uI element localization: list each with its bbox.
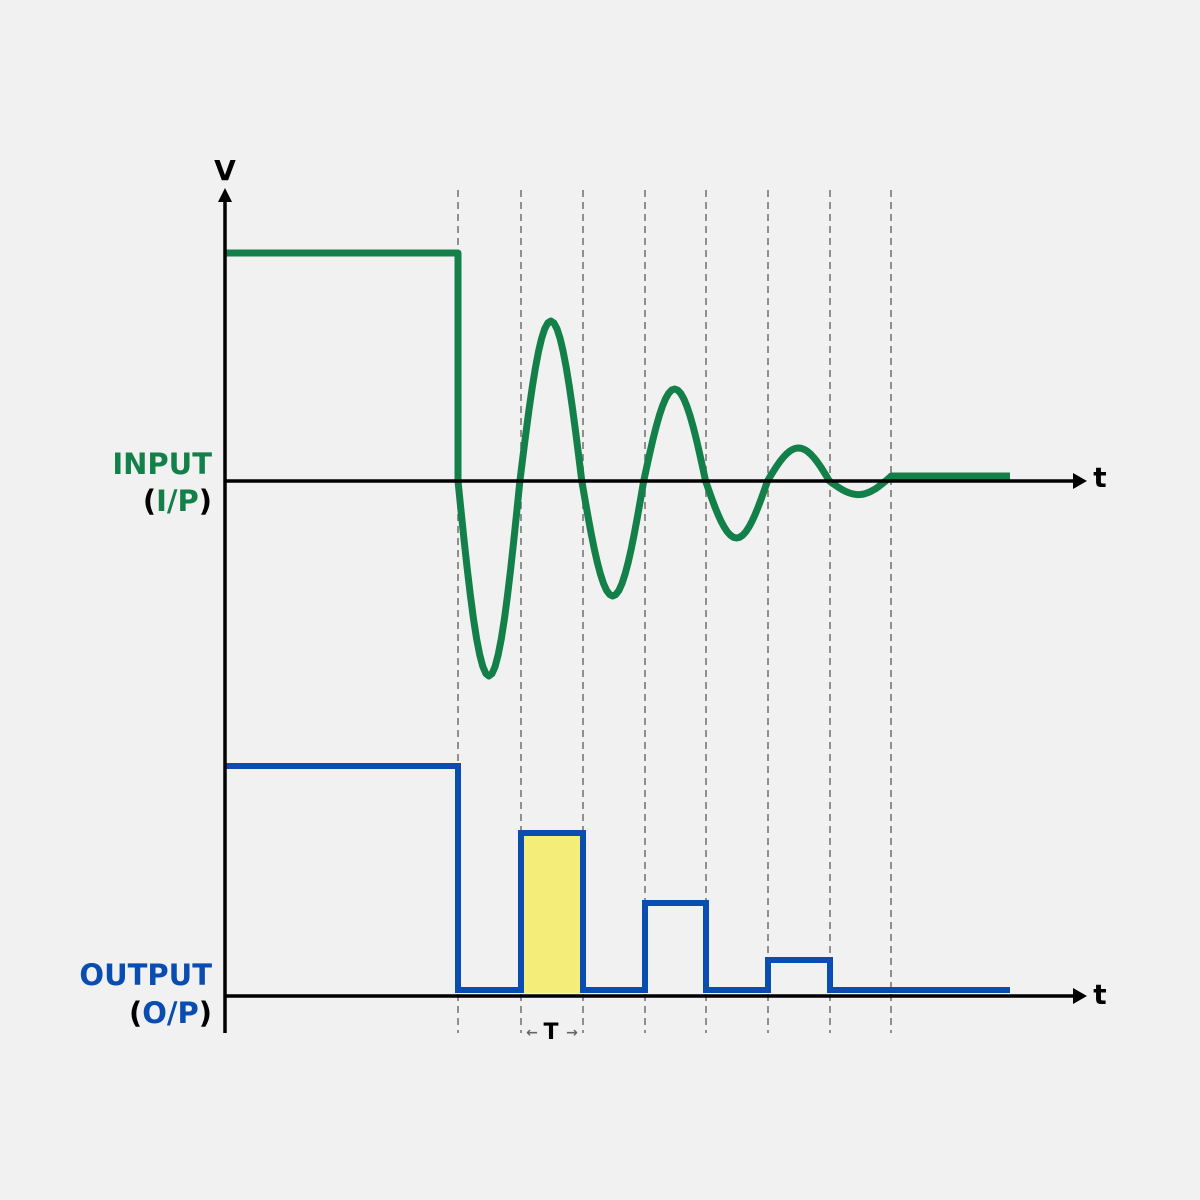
period-arrow-right: → [566, 1025, 578, 1041]
highlight-pulse [521, 833, 583, 993]
output-label: OUTPUT [79, 958, 212, 992]
output-waveform [225, 763, 1010, 993]
period-arrow-left: ← [526, 1025, 538, 1041]
axis-arrow [218, 188, 232, 202]
axis-arrow [1073, 473, 1087, 489]
axes [218, 188, 1087, 1033]
v-axis-label: V [214, 154, 236, 187]
period-label: T [543, 1020, 558, 1045]
axis-arrow [1073, 988, 1087, 1004]
output-abbrev: (O/P) [129, 996, 212, 1030]
input-abbrev: (I/P) [143, 484, 212, 518]
input-label: INPUT [112, 447, 212, 481]
input-waveform [225, 249, 1010, 680]
t-axis-label: t [1093, 978, 1106, 1011]
t-axis-label: t [1093, 461, 1106, 494]
